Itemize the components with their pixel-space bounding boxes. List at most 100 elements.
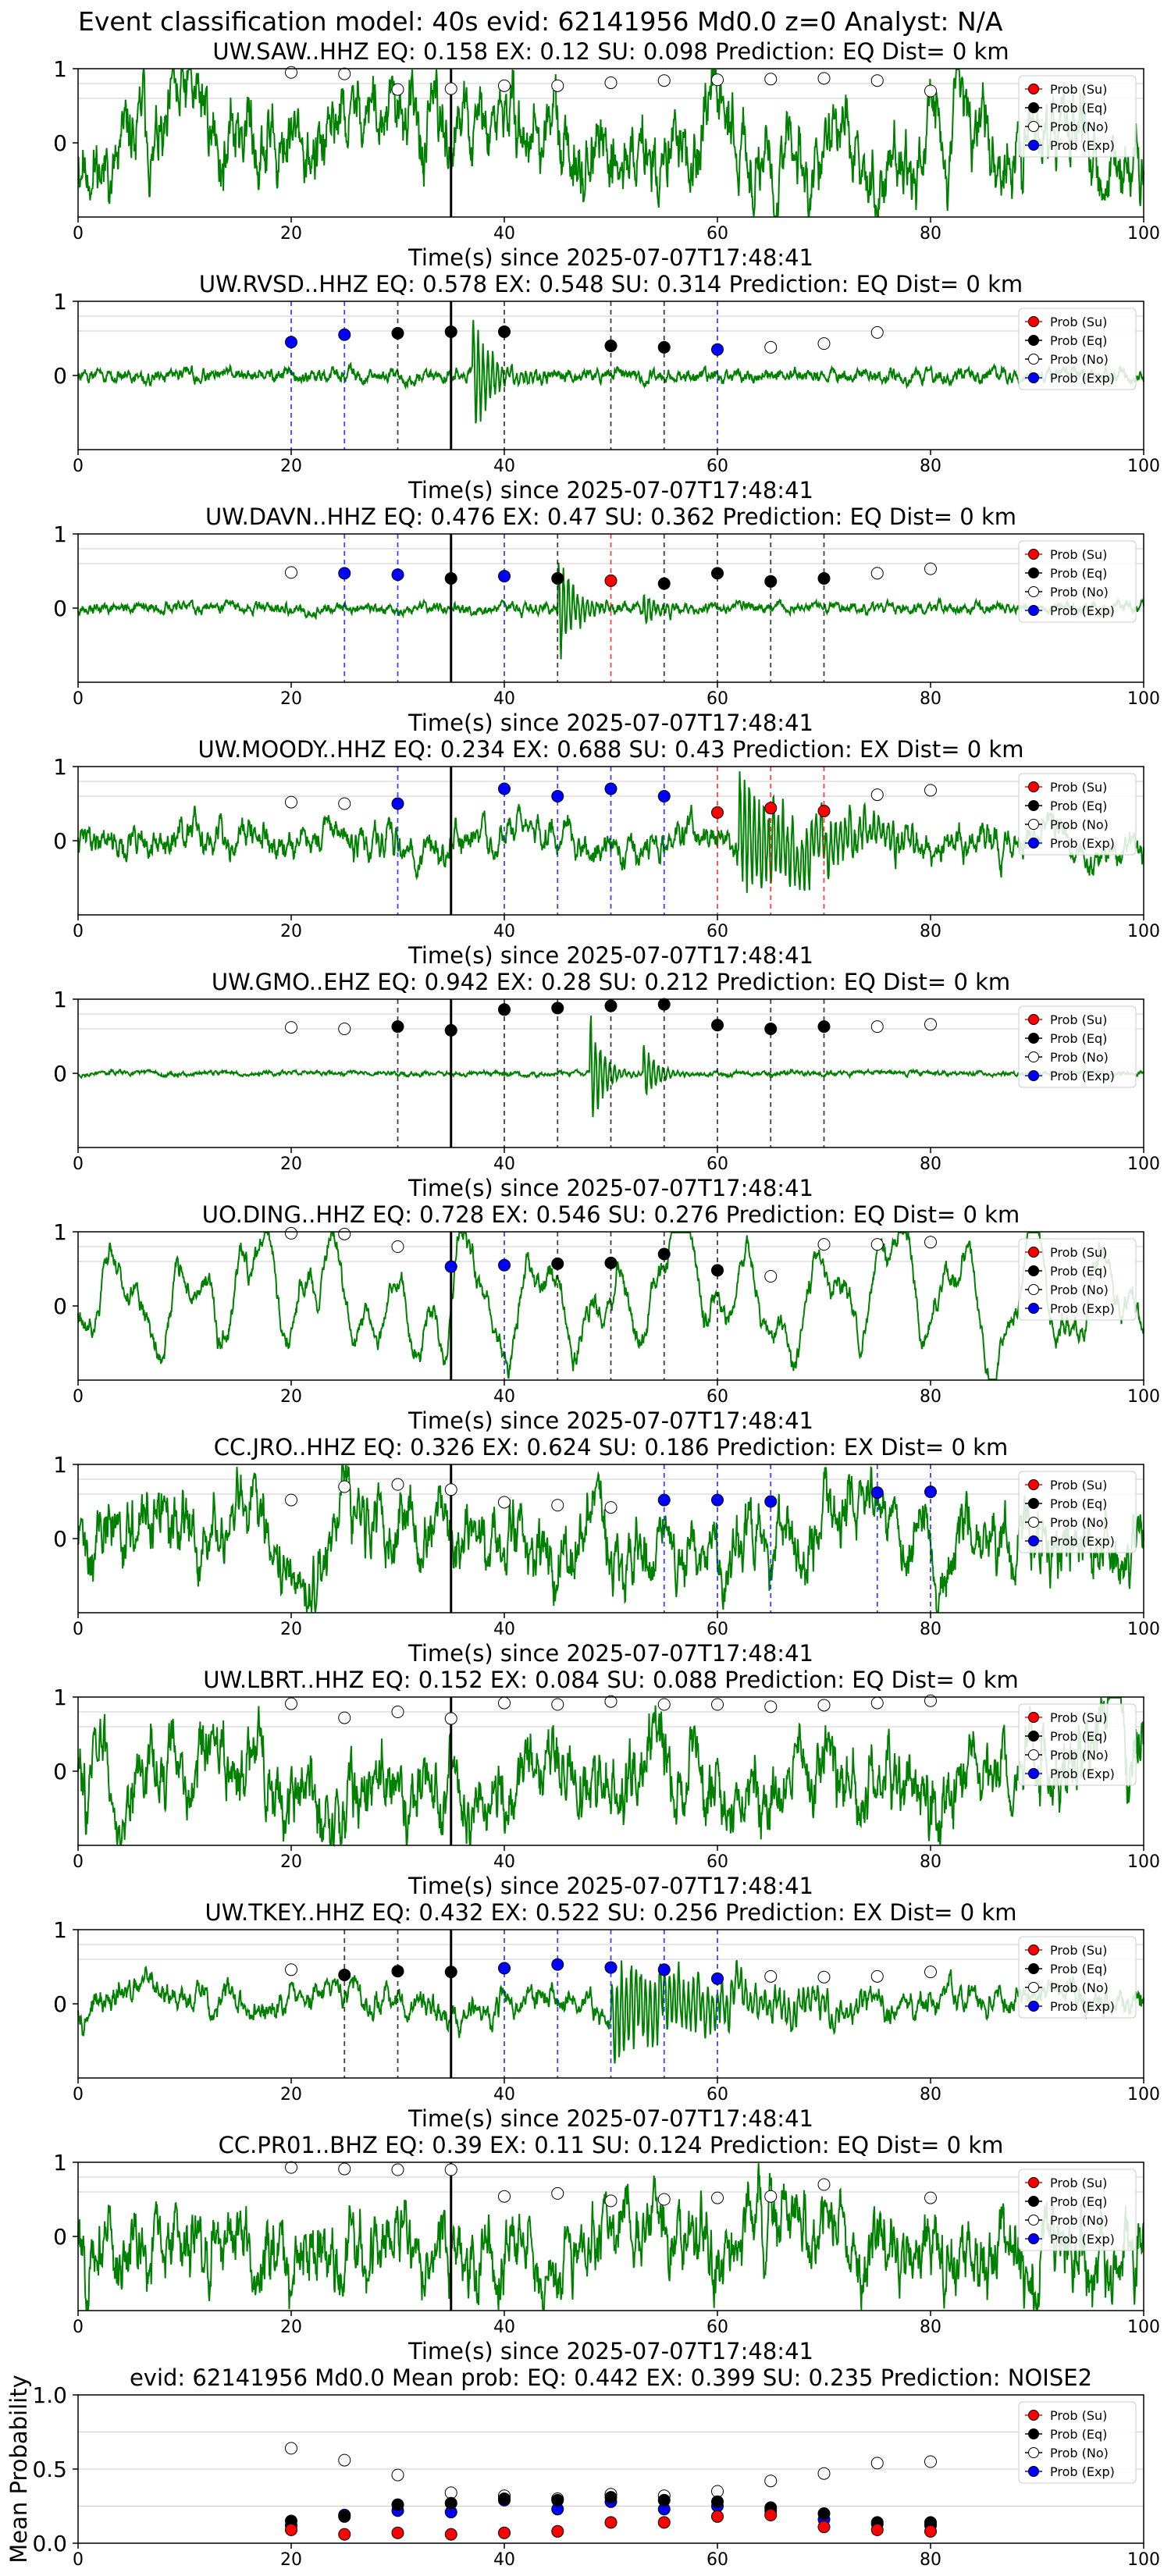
legend-box (1018, 308, 1137, 390)
prob-point-exp (498, 1962, 511, 1975)
prob-point-eq (657, 340, 671, 354)
legend-marker-eq (1028, 1498, 1039, 1509)
legend-box (1018, 540, 1137, 623)
y-tick-label: 1 (53, 1452, 67, 1478)
prob-point-no (764, 2190, 778, 2203)
x-tick-label: 80 (920, 1387, 941, 1407)
x-tick-label: 100 (1127, 457, 1160, 476)
prob-point-exp (498, 570, 511, 583)
x-tick-label: 100 (1127, 1387, 1160, 1407)
prob-point-no (711, 1698, 724, 1711)
legend-label: Prob (Exp) (1050, 1534, 1115, 1549)
waveform-trace (77, 1016, 1144, 1118)
prob-point-su (817, 805, 831, 817)
waveform-trace (77, 771, 1144, 893)
prob-point-no (711, 73, 724, 87)
x-tick-label: 60 (707, 2318, 728, 2337)
legend-label: Prob (Eq) (1050, 101, 1107, 116)
prob-point-no (285, 1226, 297, 1240)
prob-point-no (391, 2163, 404, 2176)
prob-point-no (285, 1697, 297, 1710)
legend-marker-su (1028, 1712, 1039, 1723)
x-tick-label: 40 (493, 1155, 515, 1174)
x-tick-label: 20 (280, 2550, 302, 2570)
legend-marker-su (1028, 1944, 1039, 1955)
legend-marker-no (1028, 586, 1039, 597)
y-tick-label: 1 (53, 56, 67, 82)
x-tick-label: 100 (1127, 2085, 1160, 2105)
prob-point-no (924, 1966, 937, 1979)
prob-point-no (498, 79, 511, 92)
prob-point-no (764, 1969, 778, 1983)
prob-point-no (870, 1238, 884, 1251)
x-tick-label: 60 (707, 1387, 728, 1407)
prob-point-eq (657, 998, 671, 1011)
x-tick-label: 40 (493, 1852, 515, 1872)
prob-point-no (764, 1700, 778, 1713)
legend-label: Prob (Eq) (1050, 1962, 1107, 1976)
panel-UW.RVSD: 0 20 40 60 80 100 0 1 UW.RVSD..HHZ EQ: 0.578 EX:… (53, 271, 1160, 503)
legend-marker-exp (1028, 838, 1039, 849)
legend-marker-eq (1028, 1963, 1039, 1974)
x-tick-label: 80 (920, 922, 941, 941)
legend-marker-su (1028, 84, 1039, 94)
prob-point-no (924, 1018, 937, 1031)
legend-label: Prob (Exp) (1050, 2464, 1115, 2479)
prob-point-eq (764, 575, 778, 588)
x-tick-label: 100 (1127, 1620, 1160, 1639)
x-tick-label: 60 (707, 2550, 728, 2570)
legend-marker-eq (1028, 2196, 1039, 2207)
x-tick-label: 60 (707, 1155, 728, 1174)
legend-box (1018, 1703, 1137, 1786)
legend-label: Prob (Exp) (1050, 1767, 1115, 1781)
mean-point-no (764, 2475, 778, 2488)
legend-marker-su (1028, 549, 1039, 560)
x-tick-label: 20 (280, 1852, 302, 1872)
legend-label: Prob (Exp) (1050, 1069, 1115, 1083)
prob-point-no (711, 2191, 724, 2204)
legend-marker-no (1028, 1982, 1039, 1993)
legend-marker-no (1028, 121, 1039, 132)
prob-point-eq (338, 1968, 351, 1981)
x-tick-label: 100 (1127, 1852, 1160, 1872)
y-tick-label: 0 (53, 1526, 67, 1552)
panel-title: UW.GMO..EHZ EQ: 0.942 EX: 0.28 SU: 0.212… (212, 969, 1010, 995)
mean-point-eq (444, 2496, 457, 2510)
prob-point-eq (551, 1257, 564, 1270)
prob-point-no (764, 73, 778, 86)
x-axis-label: Time(s) since 2025-07-07T17:48:41 (408, 1407, 813, 1434)
legend-label: Prob (No) (1050, 352, 1109, 367)
x-tick-label: 20 (280, 689, 302, 709)
legend-label: Prob (No) (1050, 1980, 1109, 1995)
legend-label: Prob (Eq) (1050, 1496, 1107, 1511)
prob-point-no (285, 2161, 297, 2174)
legend-marker-eq (1028, 335, 1039, 346)
x-tick-label: 100 (1127, 689, 1160, 709)
prob-point-no (391, 1478, 404, 1491)
x-tick-label: 0 (73, 2085, 84, 2105)
prob-point-no (551, 2186, 564, 2200)
legend-marker-exp (1028, 2466, 1039, 2477)
panel-title: UW.TKEY..HHZ EQ: 0.432 EX: 0.522 SU: 0.2… (205, 1899, 1016, 1926)
prob-point-exp (657, 1963, 671, 1976)
mean-point-eq (657, 2493, 671, 2507)
prob-point-exp (444, 1260, 457, 1273)
prob-point-eq (551, 572, 564, 585)
prob-point-eq (657, 1247, 671, 1261)
legend-label: Prob (No) (1050, 1748, 1109, 1763)
legend-box (1018, 1471, 1137, 1553)
prob-point-exp (604, 782, 618, 795)
prob-point-eq (551, 1002, 564, 1015)
y-tick-label: 0 (53, 1991, 67, 2017)
legend-box (1018, 75, 1137, 158)
mean-point-eq (551, 2493, 564, 2507)
x-tick-label: 40 (493, 922, 515, 941)
prob-point-no (924, 1694, 937, 1707)
x-tick-label: 0 (73, 1852, 84, 1872)
mean-point-no (924, 2455, 937, 2468)
prob-point-no (924, 2191, 937, 2204)
prob-point-eq (391, 1965, 404, 1978)
prob-point-eq (711, 1019, 724, 1032)
prob-point-no (817, 2178, 831, 2191)
prob-point-exp (391, 797, 404, 810)
